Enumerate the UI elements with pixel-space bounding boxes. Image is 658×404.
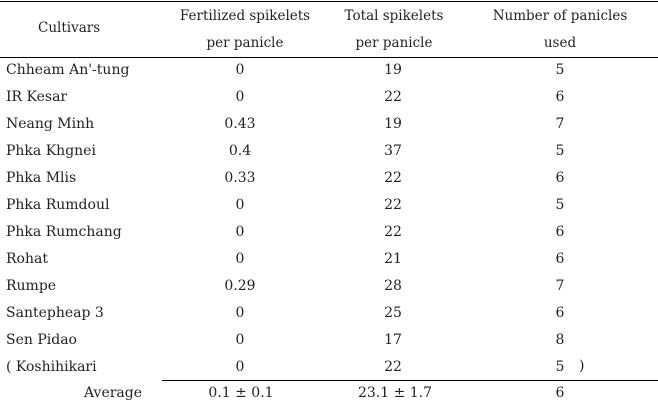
row-panicles: 5 [555,197,565,213]
row-cultivar: Chheam An'-tung [6,62,130,78]
header-panicles-line1: Number of panicles [492,8,628,24]
row-fertilized: 0.43 [224,116,256,132]
header-panicles-line2: used [543,35,577,51]
row-total: 22 [384,197,402,213]
row-total: 17 [384,332,402,348]
row-cultivar: Neang Minh [6,116,95,132]
row-total: 19 [384,62,402,78]
row-cultivar: IR Kesar [6,89,68,105]
row-total: 22 [384,170,402,186]
row-panicles: 5 [555,359,565,375]
row-close-paren: ) [579,358,585,374]
row-total: 25 [384,305,402,321]
header-total-line1: Total spikelets [344,8,444,24]
row-fertilized: 0 [235,251,245,267]
average-fertilized: 0.1 ± 0.1 [208,385,274,401]
row-panicles: 5 [555,143,565,159]
row-total: 37 [384,143,402,159]
row-total: 22 [384,224,402,240]
header-fertilized-line2: per panicle [206,35,284,51]
row-panicles: 8 [555,332,565,348]
row-fertilized: 0 [235,224,245,240]
row-fertilized: 0 [235,332,245,348]
header-total-line2: per panicle [355,35,433,51]
row-cultivar: Santepheap 3 [6,305,104,321]
row-cultivar: Phka Mlis [6,170,77,186]
row-cultivar: Rohat [6,251,48,267]
row-fertilized: 0 [235,305,245,321]
header-bottom-rule [0,57,658,58]
row-fertilized: 0 [235,359,245,375]
average-label: Average [84,385,143,401]
row-fertilized: 0.4 [228,143,252,159]
row-panicles: 6 [555,224,565,240]
row-cultivar: Phka Rumchang [6,224,122,240]
row-fertilized: 0 [235,197,245,213]
row-total: 22 [384,89,402,105]
row-fertilized: 0.29 [224,278,256,294]
row-total: 21 [384,251,402,267]
row-panicles: 5 [555,62,565,78]
row-panicles: 7 [555,278,565,294]
row-cultivar: ( Koshihikari [6,359,97,375]
row-total: 22 [384,359,402,375]
row-cultivar: Phka Rumdoul [6,197,110,213]
row-panicles: 6 [555,305,565,321]
average-top-rule [162,380,658,381]
row-cultivar: Sen Pidao [6,332,77,348]
row-panicles: 6 [555,89,565,105]
table-top-rule [0,1,658,2]
row-panicles: 7 [555,116,565,132]
header-cultivars: Cultivars [38,20,101,36]
header-fertilized-line1: Fertilized spikelets [179,8,311,24]
row-panicles: 6 [555,170,565,186]
average-panicles: 6 [555,385,565,401]
row-fertilized: 0.33 [224,170,256,186]
row-fertilized: 0 [235,62,245,78]
row-total: 19 [384,116,402,132]
row-fertilized: 0 [235,89,245,105]
row-cultivar: Phka Khgnei [6,143,96,159]
row-total: 28 [384,278,402,294]
average-total: 23.1 ± 1.7 [357,385,433,401]
row-cultivar: Rumpe [6,278,57,294]
row-panicles: 6 [555,251,565,267]
